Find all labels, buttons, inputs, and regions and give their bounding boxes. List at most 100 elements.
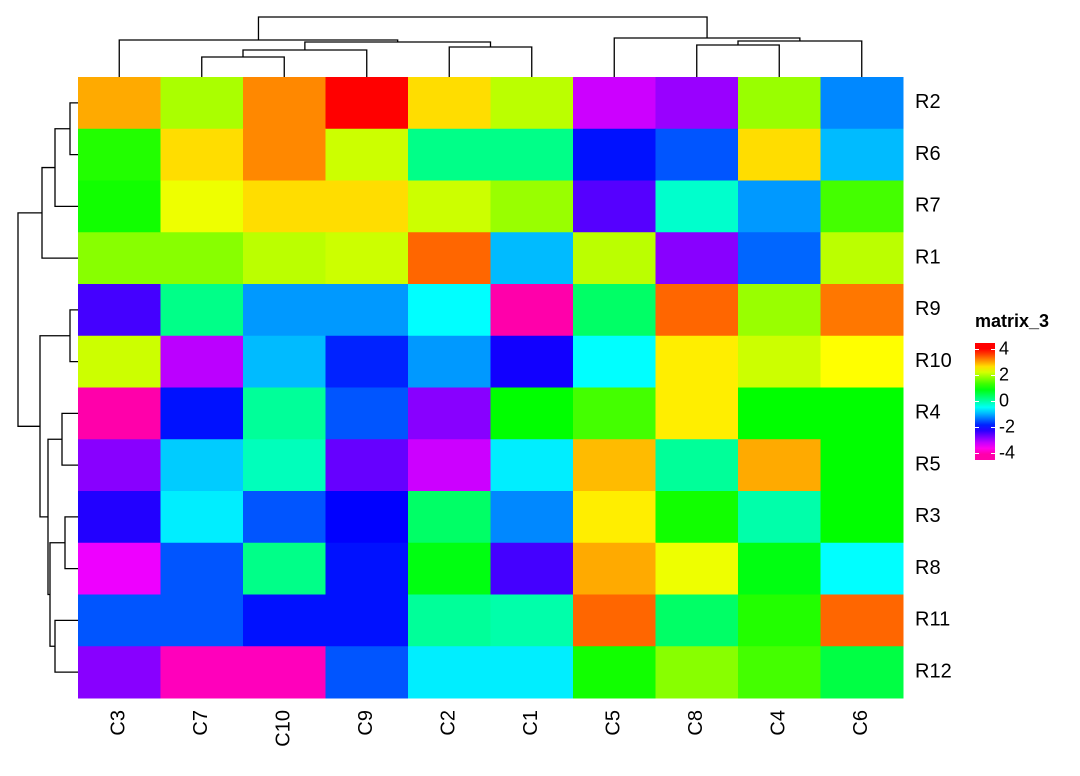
legend-tick-label: 4: [999, 338, 1009, 358]
heatmap-cell: [655, 77, 739, 130]
row-label: R10: [915, 350, 952, 372]
heatmap-cell: [160, 387, 244, 440]
heatmap-cell: [243, 232, 326, 285]
heatmap-cell: [738, 180, 821, 233]
column-dendrogram-link: [613, 37, 801, 77]
heatmap-cell: [325, 232, 409, 285]
heatmap-cell: [160, 180, 244, 233]
row-dendrogram-link: [54, 619, 78, 673]
row-dendrogram-link: [54, 128, 78, 208]
heatmap-cell: [820, 439, 904, 492]
row-dendrogram-link: [39, 335, 70, 518]
heatmap-cell: [655, 335, 739, 388]
heatmap-cell: [820, 284, 904, 337]
heatmap-cell: [573, 284, 656, 337]
heatmap-cell: [655, 387, 739, 440]
row-dendrogram-link: [41, 166, 78, 259]
column-dendrogram-link: [696, 44, 780, 77]
heatmap-cell: [160, 128, 244, 181]
column-dendrogram-link: [242, 49, 368, 77]
heatmap-cell: [573, 646, 656, 699]
heatmap-cell: [78, 387, 161, 440]
heatmap-cell: [655, 180, 739, 233]
heatmap-cell: [325, 77, 409, 130]
heatmap-cell: [78, 180, 161, 233]
heatmap-cell: [490, 542, 574, 595]
heatmap-cell: [820, 387, 904, 440]
heatmap-cell: [490, 646, 574, 699]
legend-title: matrix_3: [975, 311, 1049, 331]
heatmap-cell: [573, 439, 656, 492]
heatmap-cell: [408, 128, 491, 181]
heatmap-cell: [820, 180, 904, 233]
heatmap-cell: [160, 77, 244, 130]
heatmap-cell: [573, 77, 656, 130]
heatmap-cell: [820, 335, 904, 388]
heatmap-cell: [738, 128, 821, 181]
column-dendrogram-link: [737, 40, 863, 77]
heatmap-cell: [408, 232, 491, 285]
heatmap-cell: [408, 439, 491, 492]
heatmap-cell: [408, 387, 491, 440]
row-label: R8: [915, 557, 941, 579]
row-label: R1: [915, 246, 941, 268]
row-label: R11: [915, 609, 950, 631]
column-label: C7: [190, 710, 212, 736]
heatmap-cell: [160, 335, 244, 388]
heatmap-cell: [408, 284, 491, 337]
row-label: R2: [915, 91, 941, 113]
heatmap-cell: [408, 542, 491, 595]
heatmap-cell: [160, 646, 244, 699]
heatmap-cell: [408, 491, 491, 544]
heatmap-cell: [78, 335, 161, 388]
heatmap-cell: [243, 180, 326, 233]
legend-tick-label: -4: [999, 442, 1015, 462]
heatmap-cell: [490, 284, 574, 337]
dendrograms: [17, 16, 863, 673]
column-dendrogram-link: [448, 46, 533, 77]
column-dendrogram-link: [118, 39, 399, 77]
heatmap-cell: [738, 491, 821, 544]
column-label: C2: [438, 710, 460, 736]
heatmap-cell: [325, 491, 409, 544]
row-label: R9: [915, 298, 941, 320]
row-dendrogram-link: [61, 412, 78, 466]
heatmap-cell: [573, 491, 656, 544]
heatmap-cell: [655, 542, 739, 595]
row-label: R3: [915, 505, 941, 527]
heatmap-cell: [573, 542, 656, 595]
column-label: C6: [850, 710, 872, 736]
heatmap-cell: [490, 335, 574, 388]
heatmap-cell: [573, 128, 656, 181]
column-label: C5: [603, 710, 625, 736]
column-dendrogram-link: [201, 56, 285, 77]
heatmap-cell: [243, 387, 326, 440]
heatmap-cell: [160, 232, 244, 285]
heatmap-cell: [490, 180, 574, 233]
heatmap-cell: [78, 128, 161, 181]
heatmap-cell: [655, 284, 739, 337]
row-dendrogram-link: [17, 212, 42, 427]
heatmap-cell: [243, 594, 326, 647]
heatmap-cell: [738, 387, 821, 440]
heatmap-cell: [78, 439, 161, 492]
heatmap-cell: [243, 77, 326, 130]
heatmap-cell: [325, 284, 409, 337]
heatmap-cell: [738, 232, 821, 285]
heatmap-cell: [738, 335, 821, 388]
heatmap-cell: [243, 646, 326, 699]
heatmap-cell: [655, 232, 739, 285]
row-dendrogram-link: [69, 309, 78, 363]
heatmap-cell: [78, 542, 161, 595]
heatmap-cell: [78, 594, 161, 647]
column-label: C9: [355, 710, 377, 736]
heatmap-cell: [325, 128, 409, 181]
heatmap-cell: [820, 646, 904, 699]
heatmap-cell: [243, 542, 326, 595]
heatmap-cell: [490, 594, 574, 647]
heatmap-cell: [490, 232, 574, 285]
heatmap-cell: [820, 594, 904, 647]
heatmap-cell: [325, 594, 409, 647]
heatmap-cell: [820, 128, 904, 181]
